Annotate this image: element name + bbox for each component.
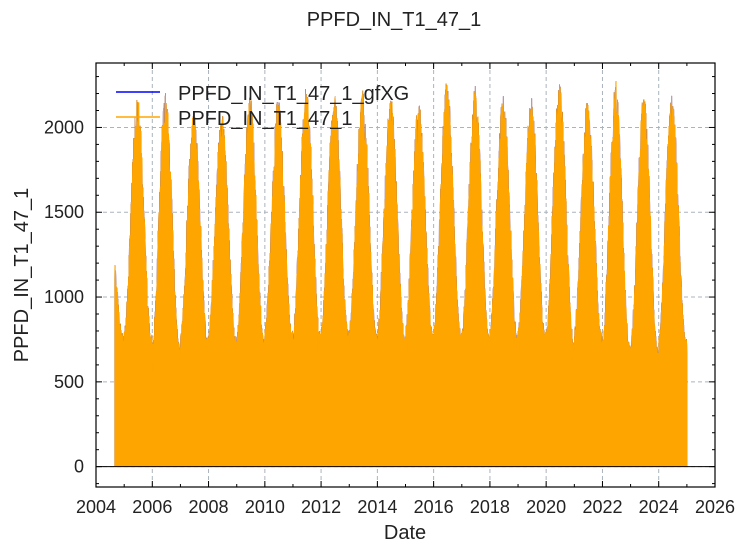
x-tick-label: 2020	[526, 497, 566, 517]
x-tick-label: 2004	[76, 497, 116, 517]
x-tick-label: 2014	[357, 497, 397, 517]
x-axis-label: Date	[384, 522, 426, 544]
x-tick-label: 2012	[301, 497, 341, 517]
x-tick-label: 2006	[132, 497, 172, 517]
y-ticks: 0 500 1000 1500 2000	[44, 76, 715, 485]
y-axis-label: PPFD_IN_T1_47_1	[11, 188, 33, 363]
x-tick-label: 2018	[470, 497, 510, 517]
x-ticks: 2004 2006 2008 2010 2012 2014 2016 2018 2020 2022…	[76, 63, 735, 517]
legend-label-series-2: PPFD_IN_T1_47_1	[178, 108, 353, 130]
y-tick-label: 500	[54, 372, 84, 392]
x-tick-label: 2022	[582, 497, 622, 517]
x-tick-label: 2008	[189, 497, 229, 517]
x-tick-label: 2010	[245, 497, 285, 517]
x-tick-label: 2016	[414, 497, 454, 517]
legend: PPFD_IN_T1_47_1_gfXG PPFD_IN_T1_47_1	[116, 83, 409, 130]
data-series	[114, 81, 688, 467]
x-tick-label: 2026	[695, 497, 735, 517]
y-tick-label: 1000	[44, 287, 84, 307]
y-tick-label: 1500	[44, 202, 84, 222]
series-raw-area	[114, 81, 688, 467]
y-tick-label: 2000	[44, 117, 84, 137]
chart-title: PPFD_IN_T1_47_1	[307, 9, 482, 31]
x-tick-label: 2024	[639, 497, 679, 517]
y-tick-label: 0	[74, 457, 84, 477]
legend-label-series-1: PPFD_IN_T1_47_1_gfXG	[178, 83, 409, 105]
